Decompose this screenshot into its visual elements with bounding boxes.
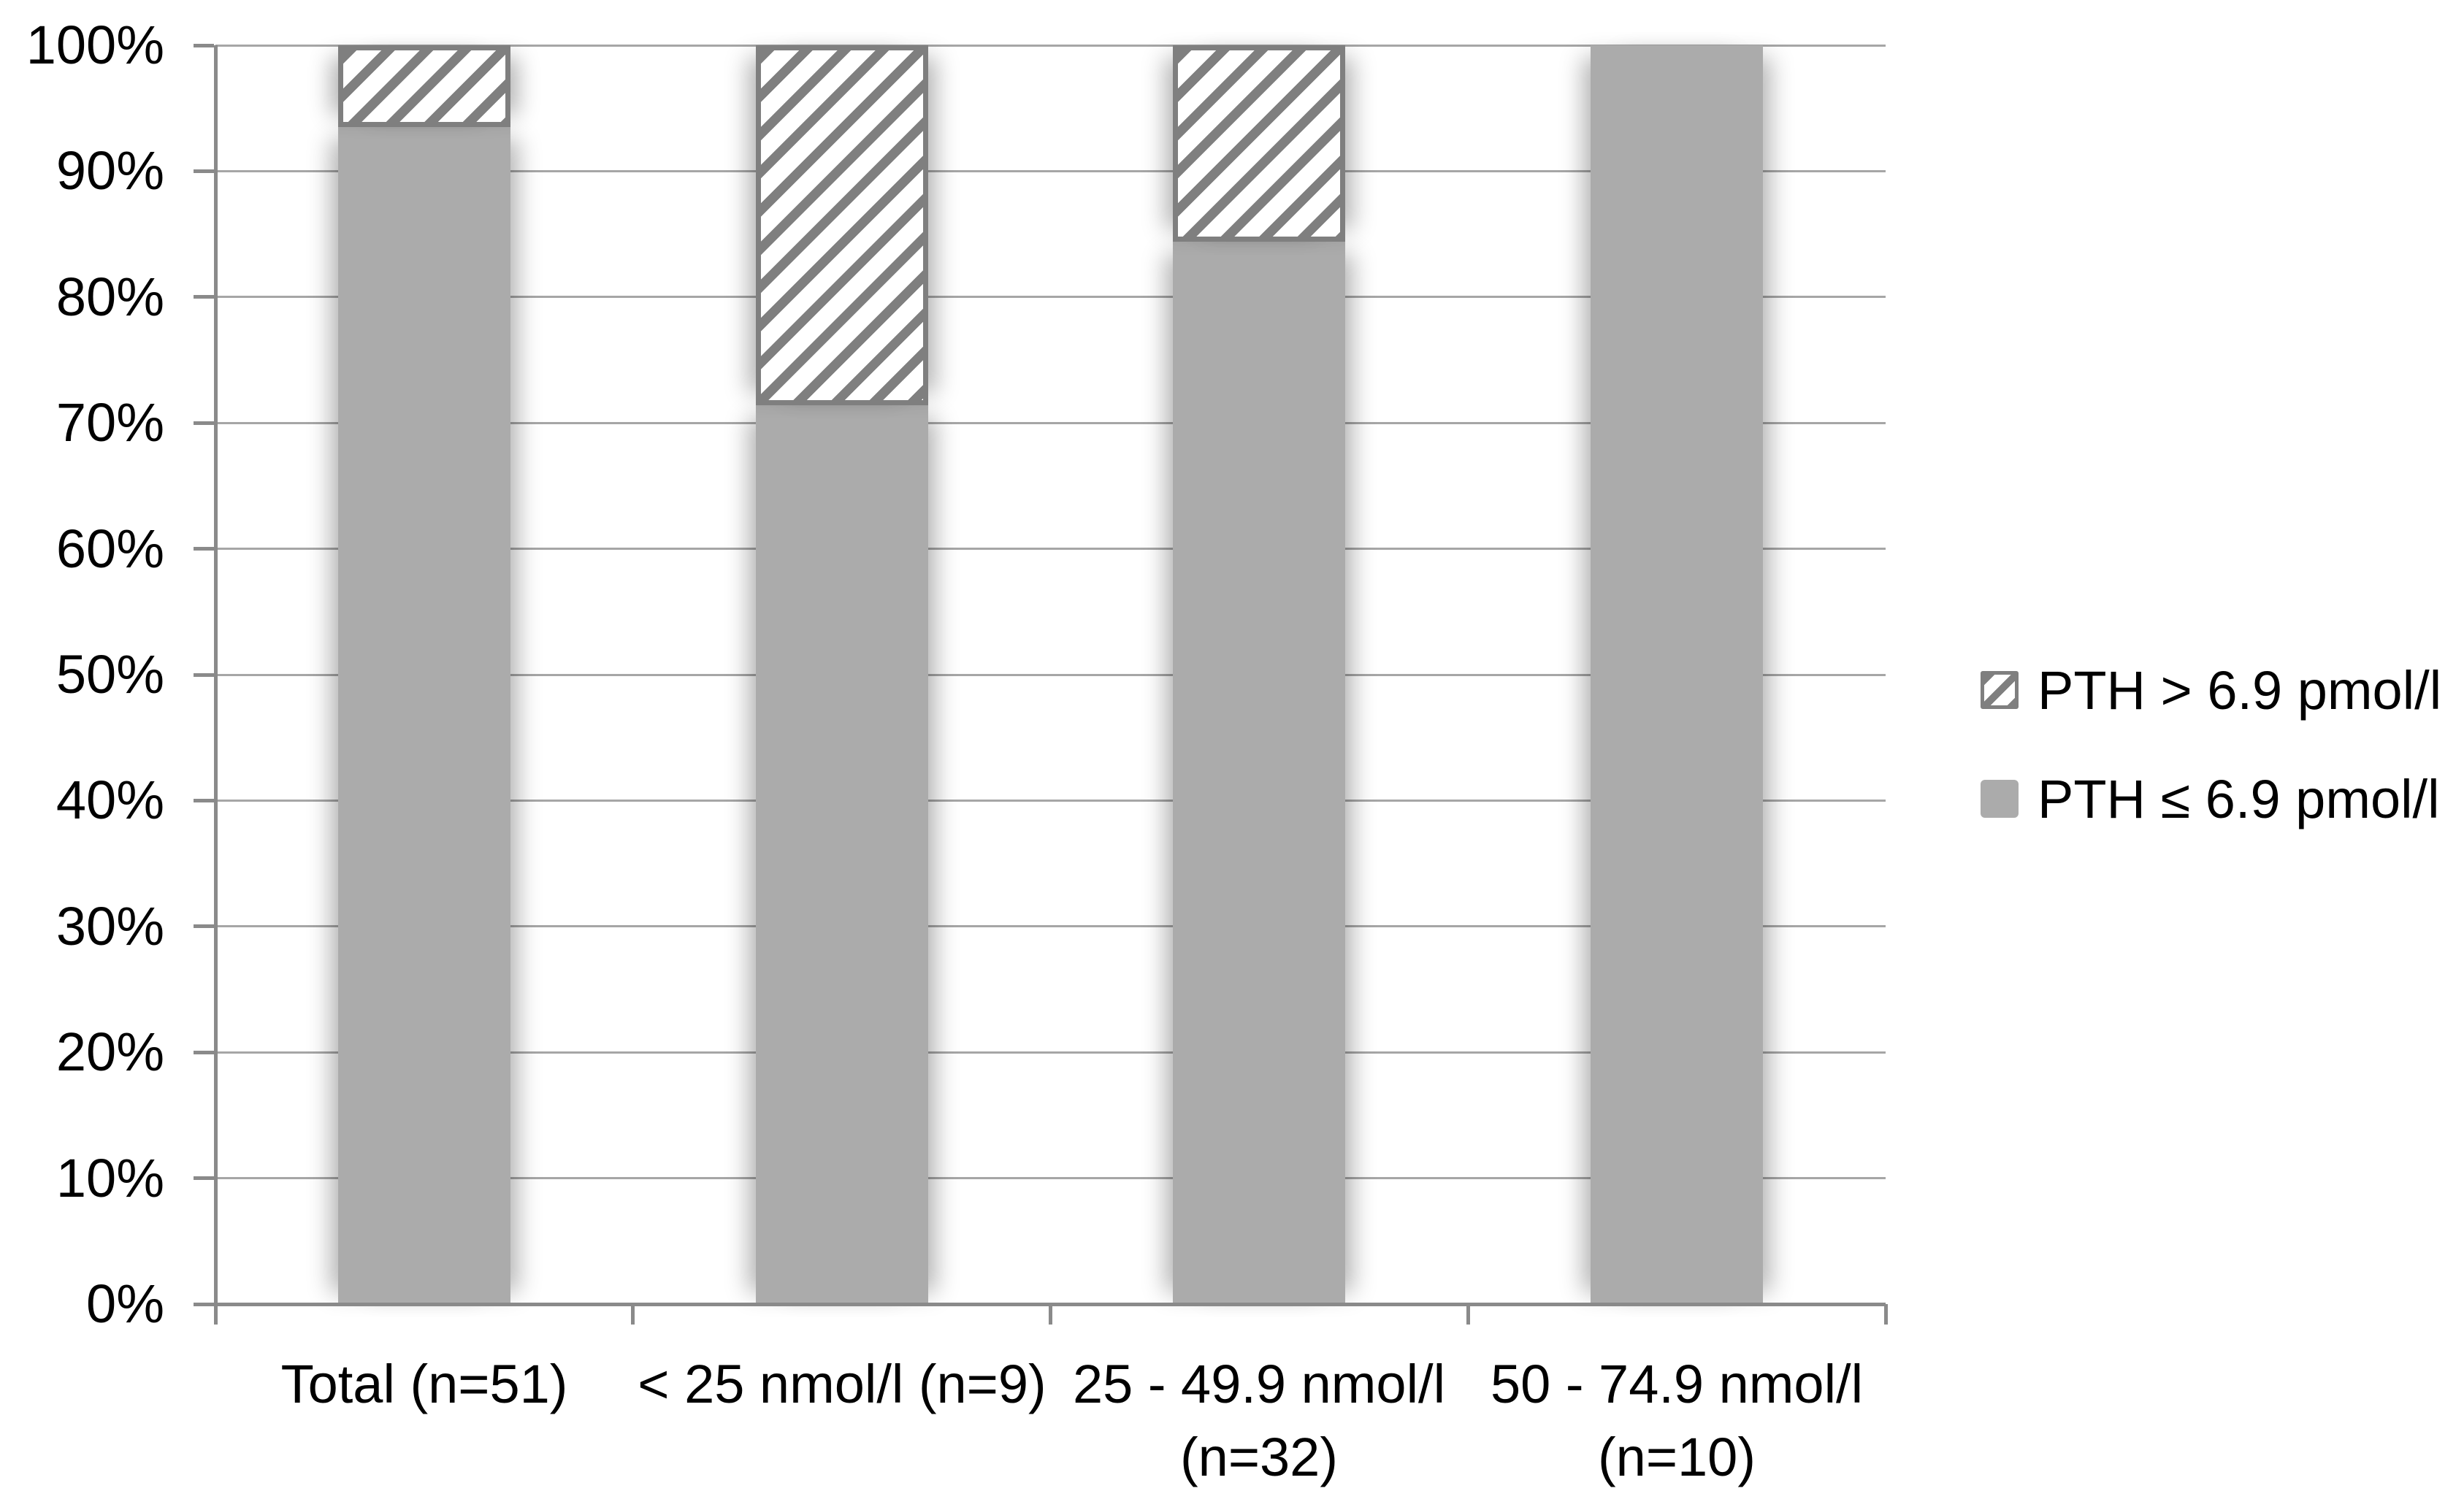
y-axis-tick-label: 70% xyxy=(56,392,164,453)
x-axis-tick xyxy=(1884,1304,1888,1325)
bar-segment-solid xyxy=(1591,45,1763,1304)
bar-segment-solid xyxy=(756,405,928,1304)
legend-item-pth-above: PTH > 6.9 pmol/l xyxy=(1981,660,2441,721)
x-axis-tick xyxy=(631,1304,635,1325)
y-axis-tick-label: 40% xyxy=(56,770,164,830)
gridline xyxy=(215,296,1886,298)
x-category-label-line: Total (n=51) xyxy=(280,1354,568,1414)
x-category-label: 25 - 49.9 nmol/l (n=32) xyxy=(1073,1348,1445,1491)
y-axis-tick xyxy=(194,673,214,677)
x-category-label-line: (n=10) xyxy=(1598,1427,1756,1487)
x-category-label-line: < 25 nmol/l (n=9) xyxy=(638,1354,1047,1414)
y-axis-tick xyxy=(194,1176,214,1180)
gridline xyxy=(215,422,1886,424)
y-axis-tick xyxy=(194,295,214,299)
y-axis-tick-label: 30% xyxy=(56,896,164,957)
legend: PTH > 6.9 pmol/l PTH ≤ 6.9 pmol/l xyxy=(1981,660,2441,888)
x-axis-tick xyxy=(1466,1304,1470,1325)
legend-label-pth-above: PTH > 6.9 pmol/l xyxy=(2038,659,2442,721)
y-axis-tick-label: 60% xyxy=(56,518,164,579)
y-axis-tick-label: 20% xyxy=(56,1022,164,1082)
x-category-label-line: 50 - 74.9 nmol/l xyxy=(1490,1354,1864,1414)
y-axis-tick-label: 80% xyxy=(56,267,164,327)
legend-swatch-solid xyxy=(1981,780,2019,818)
bar-segment-solid xyxy=(1173,242,1345,1304)
y-axis-tick-label: 10% xyxy=(56,1148,164,1208)
x-axis-tick xyxy=(214,1304,218,1325)
gridline xyxy=(215,1051,1886,1054)
y-axis-tick xyxy=(194,547,214,551)
x-category-label: Total (n=51) xyxy=(281,1348,568,1421)
gridline xyxy=(215,800,1886,802)
y-axis-tick xyxy=(194,421,214,425)
y-axis-tick-label: 100% xyxy=(26,15,164,75)
bar-segment-hatched xyxy=(1173,45,1345,242)
gridline xyxy=(215,925,1886,927)
y-axis-tick xyxy=(194,799,214,802)
y-axis-tick xyxy=(194,44,214,47)
y-axis-tick-label: 90% xyxy=(56,140,164,201)
gridline xyxy=(215,674,1886,676)
bar-segment-solid xyxy=(338,127,510,1304)
y-axis-tick-label: 0% xyxy=(86,1273,164,1334)
x-category-label: < 25 nmol/l (n=9) xyxy=(638,1348,1046,1421)
bar-segment-hatched xyxy=(756,45,928,405)
y-axis-tick xyxy=(194,169,214,173)
x-axis-tick xyxy=(1049,1304,1052,1325)
legend-item-pth-below: PTH ≤ 6.9 pmol/l xyxy=(1981,769,2441,829)
y-axis-tick xyxy=(194,924,214,928)
y-axis-line xyxy=(214,45,218,1325)
y-axis-tick xyxy=(194,1303,214,1306)
gridline xyxy=(215,1177,1886,1179)
y-axis-tick-label: 50% xyxy=(56,644,164,705)
gridline xyxy=(215,170,1886,172)
x-category-label-line: 25 - 49.9 nmol/l xyxy=(1072,1354,1446,1414)
legend-swatch-hatched xyxy=(1981,671,2019,709)
gridline xyxy=(215,45,1886,47)
x-category-label: 50 - 74.9 nmol/l (n=10) xyxy=(1491,1348,1863,1491)
y-axis-tick xyxy=(194,1051,214,1054)
gridline xyxy=(215,548,1886,550)
legend-label-pth-below: PTH ≤ 6.9 pmol/l xyxy=(2038,768,2440,829)
bar-segment-hatched xyxy=(338,45,510,127)
x-category-label-line: (n=32) xyxy=(1180,1427,1338,1487)
